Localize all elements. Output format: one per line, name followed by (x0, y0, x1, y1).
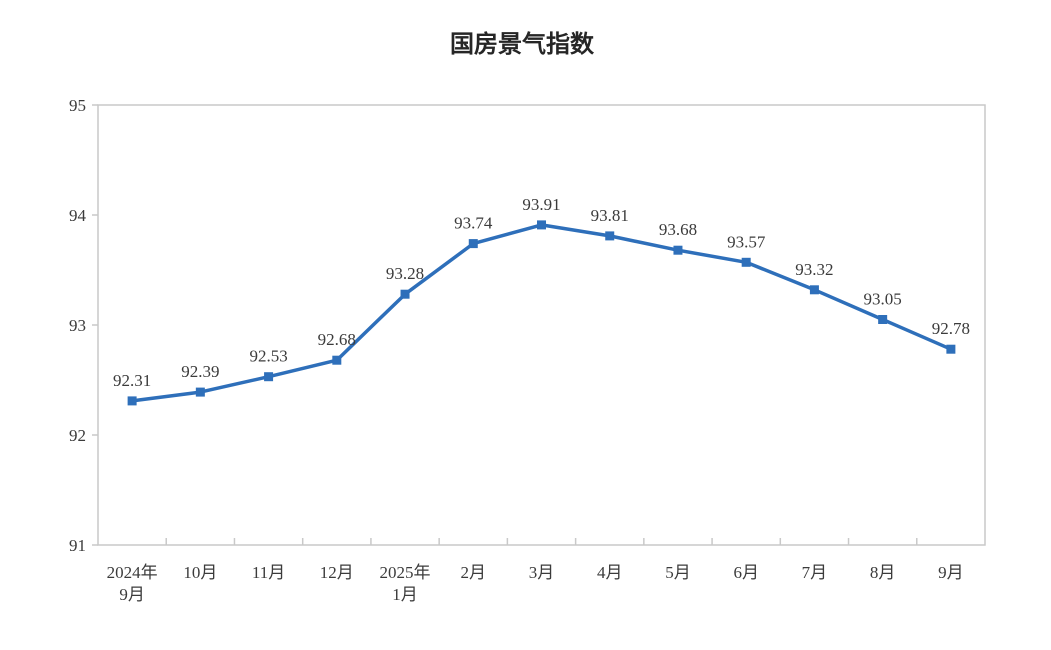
x-tick-label: 11月 (252, 563, 285, 582)
data-point-marker (332, 355, 342, 365)
data-point-marker (264, 372, 274, 382)
data-point-label: 93.57 (727, 232, 766, 251)
plot-area: 91 92 93 94 95 2024年 9月 10月 11月 12月 2025年 1月 2月 3月 4月 5… (69, 96, 986, 604)
data-point-marker (468, 239, 478, 249)
data-point-label: 93.32 (795, 260, 833, 279)
x-tick-label: 2025年 1月 (380, 563, 431, 604)
line-series (130, 223, 953, 403)
y-tick-label: 95 (69, 96, 86, 115)
data-point-label: 93.74 (454, 214, 493, 233)
chart-title: 国房景气指数 (450, 30, 595, 58)
y-tick-label: 91 (69, 536, 86, 555)
x-tick-label: 12月 (320, 563, 354, 582)
data-point-marker (946, 344, 956, 354)
data-point-marker (809, 285, 819, 295)
data-point-marker (673, 245, 683, 255)
y-tick-label: 94 (69, 206, 87, 225)
x-tick-label: 5月 (665, 563, 691, 582)
data-point-label: 93.91 (522, 195, 560, 214)
data-point-label: 93.68 (659, 220, 697, 239)
data-point-marker (195, 387, 205, 397)
data-point-label: 93.81 (591, 206, 629, 225)
x-tick-label: 10月 (183, 563, 217, 582)
data-point-label: 93.28 (386, 264, 424, 283)
data-point-marker (741, 257, 751, 267)
x-tick-label: 2024年 9月 (107, 563, 158, 604)
x-tick-label: 7月 (802, 563, 828, 582)
x-tick-label: 8月 (870, 563, 896, 582)
x-tick-label: 2月 (461, 563, 487, 582)
x-tick-label: 6月 (733, 563, 759, 582)
plot-border (97, 104, 986, 546)
data-point-marker (400, 289, 410, 299)
data-point-marker (878, 315, 888, 324)
data-point-marker (537, 220, 546, 230)
data-point-label: 92.31 (113, 371, 151, 390)
data-point-label: 93.05 (864, 290, 902, 309)
data-point-label: 92.39 (181, 362, 219, 381)
x-tick-label: 4月 (597, 563, 623, 582)
data-point-label: 92.78 (932, 319, 970, 338)
data-point-label: 92.53 (249, 347, 287, 366)
data-point-marker (605, 231, 615, 241)
y-tick-label: 93 (69, 316, 86, 335)
data-point-marker (127, 396, 137, 406)
data-point-label: 92.68 (318, 330, 356, 349)
x-tick-label: 9月 (938, 563, 964, 582)
x-tick-label: 3月 (529, 563, 555, 582)
y-tick-label: 92 (69, 426, 86, 445)
